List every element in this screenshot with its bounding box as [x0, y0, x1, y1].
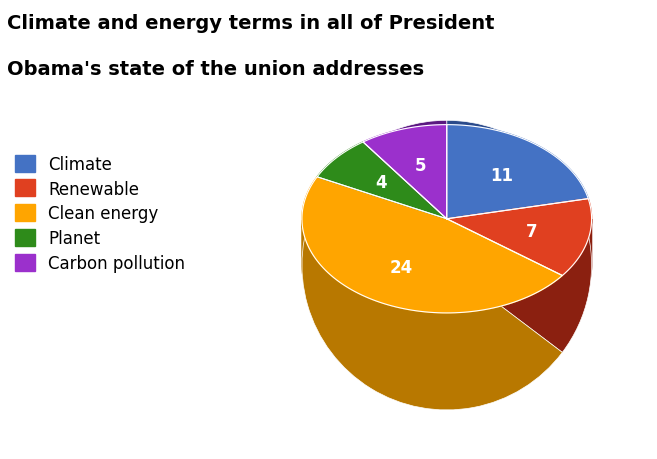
- Wedge shape: [447, 235, 591, 353]
- Legend: Climate, Renewable, Clean energy, Planet, Carbon pollution: Climate, Renewable, Clean energy, Planet…: [15, 155, 185, 273]
- Wedge shape: [447, 121, 588, 266]
- Text: 11: 11: [489, 167, 512, 185]
- Text: Climate and energy terms in all of President: Climate and energy terms in all of Presi…: [7, 14, 494, 33]
- Wedge shape: [363, 121, 447, 266]
- Text: 4: 4: [375, 174, 386, 191]
- Polygon shape: [302, 221, 562, 359]
- Polygon shape: [317, 143, 447, 219]
- Text: Obama's state of the union addresses: Obama's state of the union addresses: [7, 60, 424, 78]
- Polygon shape: [302, 178, 562, 313]
- Text: 7: 7: [526, 222, 537, 241]
- Polygon shape: [562, 219, 591, 322]
- Polygon shape: [447, 199, 591, 276]
- Text: 5: 5: [415, 157, 426, 174]
- Wedge shape: [302, 201, 562, 410]
- Polygon shape: [447, 125, 588, 219]
- Wedge shape: [317, 148, 447, 266]
- Polygon shape: [363, 125, 447, 219]
- Text: 24: 24: [390, 258, 413, 276]
